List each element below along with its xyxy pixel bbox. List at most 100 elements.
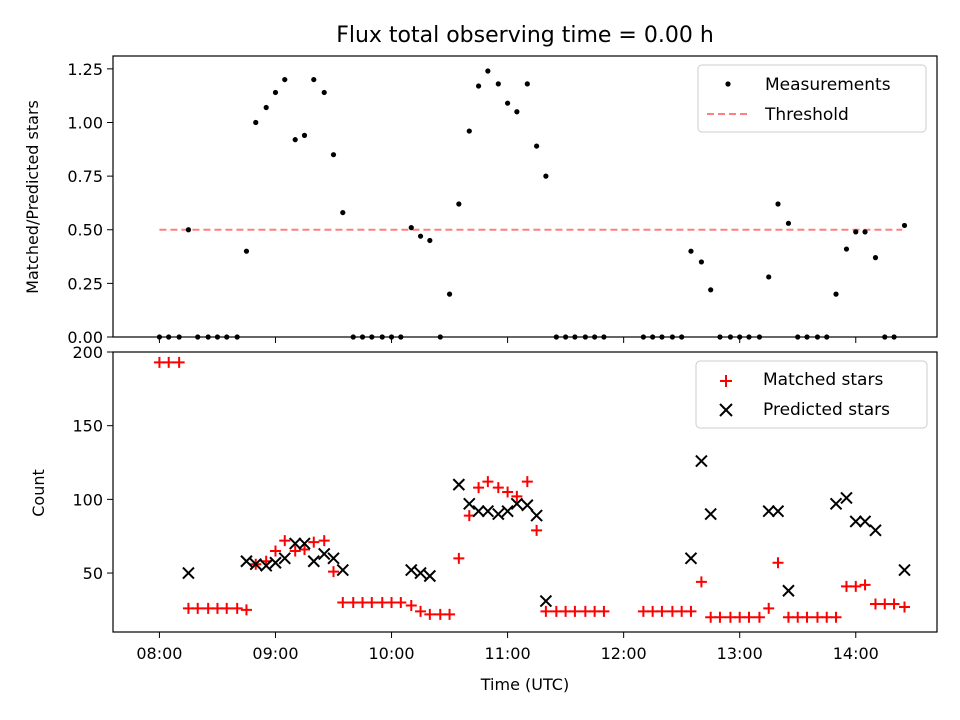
matched-star-point — [811, 611, 823, 623]
top-y-tick-label: 0.25 — [67, 274, 103, 293]
measurement-point — [901, 222, 908, 229]
predicted-star-point — [240, 555, 253, 568]
measurement-point — [263, 104, 269, 111]
predicted-star-point — [829, 497, 843, 510]
predicted-star-point — [278, 552, 291, 565]
matched-star-point — [366, 597, 378, 609]
chart-title: Flux total observing time = 0.00 h — [336, 23, 714, 48]
bottom-y-tick-label: 150 — [72, 417, 103, 436]
legend-predicted-marker — [719, 403, 733, 417]
measurement-point — [495, 81, 501, 87]
measurement-point — [514, 109, 520, 115]
predicted-star-point — [298, 537, 311, 550]
bottom-y-tick-label: 50 — [83, 564, 103, 583]
matched-star-point — [879, 598, 891, 610]
measurement-point — [243, 248, 250, 254]
matched-star-point — [821, 611, 833, 623]
measurement-point — [427, 237, 433, 244]
bottom-legend-box — [695, 360, 928, 429]
predicted-star-point — [249, 558, 262, 571]
matched-star-point — [308, 536, 320, 548]
predicted-star-point — [472, 504, 485, 518]
measurement-point — [872, 255, 879, 261]
matched-star-point — [695, 576, 707, 588]
matched-star-point — [656, 605, 668, 617]
top-panel: 0.00 0.25 0.50 0.75 1.00 1.25 Matched/Predict… — [23, 55, 938, 347]
measurement-point — [843, 246, 850, 252]
matched-star-point — [279, 535, 291, 547]
top-legend: Measurements Threshold — [697, 64, 927, 133]
top-y-tick-label: 1.25 — [67, 60, 103, 79]
predicted-star-point — [684, 552, 698, 565]
matched-star-point — [531, 524, 543, 536]
measurement-point — [485, 68, 491, 74]
predicted-star-point — [501, 504, 514, 518]
measurement-point — [504, 100, 511, 106]
matched-star-point — [173, 356, 185, 368]
predicted-star-point — [269, 556, 282, 569]
matched-star-point — [859, 579, 871, 591]
matched-star-point — [589, 605, 601, 617]
matched-star-point — [386, 597, 398, 609]
bottom-panel: 50 100 150 200 08:00 09:00 10:00 11:00 12:00 13:… — [29, 343, 938, 694]
matched-star-point — [685, 605, 697, 617]
matched-star-point — [830, 611, 842, 623]
measurement-point — [185, 227, 192, 233]
matched-star-point — [724, 611, 736, 623]
matched-star-point — [395, 597, 407, 609]
predicted-star-point — [762, 504, 775, 518]
matched-star-point — [434, 608, 446, 620]
top-axes-frame — [112, 55, 938, 338]
matched-star-point — [598, 605, 610, 617]
bottom-y-tick-label: 200 — [72, 343, 103, 362]
x-tick-label: 14:00 — [833, 644, 879, 663]
predicted-star-point — [289, 537, 302, 550]
matched-star-point — [705, 611, 717, 623]
legend-matched-label: Matched stars — [763, 370, 883, 390]
matched-star-point — [647, 605, 659, 617]
measurement-point — [833, 291, 839, 297]
measurement-point — [785, 220, 792, 226]
measurement-point — [708, 287, 714, 293]
matched-star-point — [792, 611, 804, 623]
matched-star-point — [869, 598, 881, 610]
matched-star-point — [182, 602, 194, 614]
predicted-star-point — [695, 454, 708, 468]
measurement-point — [321, 89, 327, 96]
matched-star-point — [899, 601, 911, 613]
measurement-point — [408, 225, 414, 231]
matched-star-point — [163, 356, 175, 368]
x-tick-label: 09:00 — [252, 644, 298, 663]
predicted-star-point — [452, 478, 466, 491]
matched-star-point — [482, 476, 494, 488]
matched-star-point — [221, 602, 233, 614]
x-tick-label: 10:00 — [368, 644, 414, 663]
matched-star-point — [801, 611, 813, 623]
legend-measurements-marker — [725, 81, 731, 87]
measurement-point — [311, 76, 317, 83]
measurement-point — [466, 128, 472, 134]
matched-star-point — [637, 605, 649, 617]
matched-star-point — [289, 545, 301, 557]
x-tick-label: 08:00 — [136, 644, 182, 663]
predicted-star-point — [539, 594, 553, 608]
predicted-star-point — [327, 552, 340, 565]
matched-star-point — [453, 552, 465, 564]
measurement-point — [456, 201, 462, 207]
matched-star-point — [850, 580, 862, 592]
top-legend-box — [697, 64, 927, 133]
matched-star-point — [337, 597, 349, 609]
top-y-tick-label: 1.00 — [67, 113, 103, 132]
matched-star-point — [560, 605, 572, 617]
predicted-star-point — [259, 559, 273, 572]
predicted-star-point — [423, 569, 437, 583]
matched-star-point — [444, 608, 456, 620]
matched-star-point — [492, 482, 504, 494]
measurement-point — [292, 137, 298, 143]
matched-star-point — [840, 580, 852, 592]
matched-star-point — [405, 599, 417, 611]
matched-star-point — [540, 605, 552, 617]
measurement-point — [698, 259, 705, 265]
matched-star-point — [714, 611, 726, 623]
matched-star-point — [357, 597, 369, 609]
